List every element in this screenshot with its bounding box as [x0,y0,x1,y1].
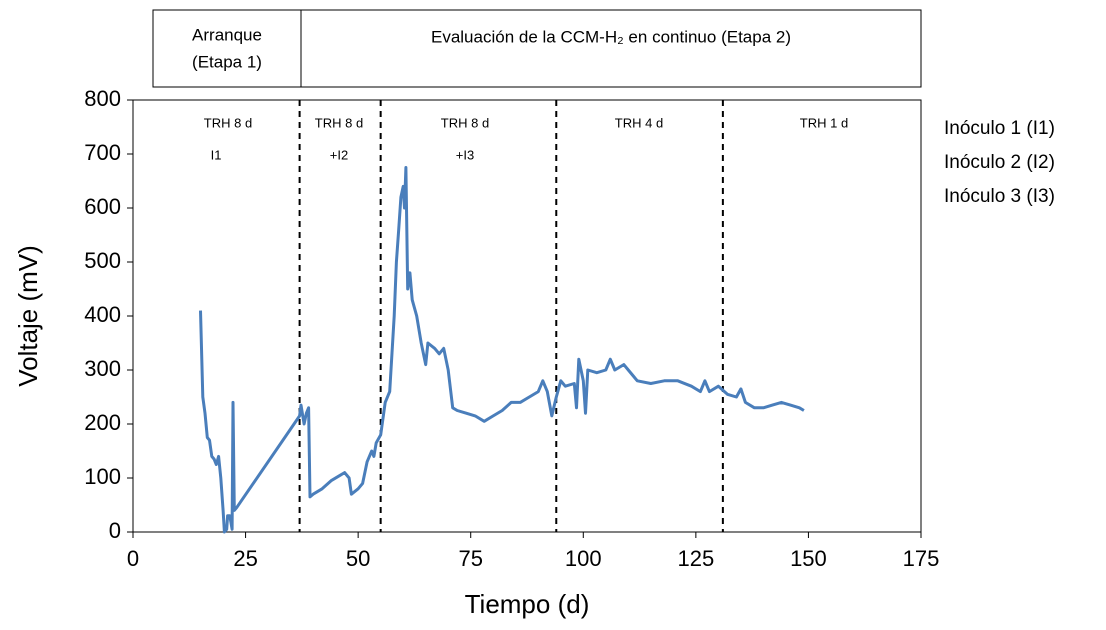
x-tick-label: 175 [903,546,940,571]
y-tick-label: 700 [84,140,121,165]
plot-frame [132,99,922,533]
legend-note: Inóculo 1 (I1) [944,118,1055,139]
y-tick-label: 0 [109,518,121,543]
stage-label: TRH 4 d [615,115,663,130]
stage-label: TRH 8 d [315,115,363,130]
stage-label: TRH 1 d [800,115,848,130]
x-tick-label: 150 [790,546,827,571]
x-tick-label: 125 [677,546,714,571]
y-tick-label: 500 [84,248,121,273]
x-tick-label: 50 [346,546,370,571]
stage-label: I1 [211,147,222,162]
x-tick-label: 100 [565,546,602,571]
y-tick-label: 100 [84,464,121,489]
stage-label: +I2 [330,147,348,162]
x-tick-label: 25 [233,546,257,571]
x-tick-label: 0 [127,546,139,571]
legend-note: Inóculo 3 (I3) [944,186,1055,207]
legend-note: Inóculo 2 (I2) [944,152,1055,173]
x-tick-label: 75 [458,546,482,571]
header-text: Arranque [192,25,262,44]
y-tick-label: 400 [84,302,121,327]
y-tick-label: 600 [84,194,121,219]
x-axis-title: Tiempo (d) [465,589,590,619]
y-tick-label: 300 [84,356,121,381]
stage-label: TRH 8 d [441,115,489,130]
stage-label: +I3 [456,147,474,162]
y-tick-label: 800 [84,86,121,111]
y-tick-label: 200 [84,410,121,435]
data-line [199,166,805,534]
header-text: (Etapa 1) [192,52,262,71]
y-axis-title: Voltaje (mV) [13,245,43,387]
header-box-1 [152,9,302,88]
header-box-2 [300,9,922,88]
stage-label: TRH 8 d [204,115,252,130]
header-text: Evaluación de la CCM-H₂ en continuo (Eta… [431,27,791,46]
